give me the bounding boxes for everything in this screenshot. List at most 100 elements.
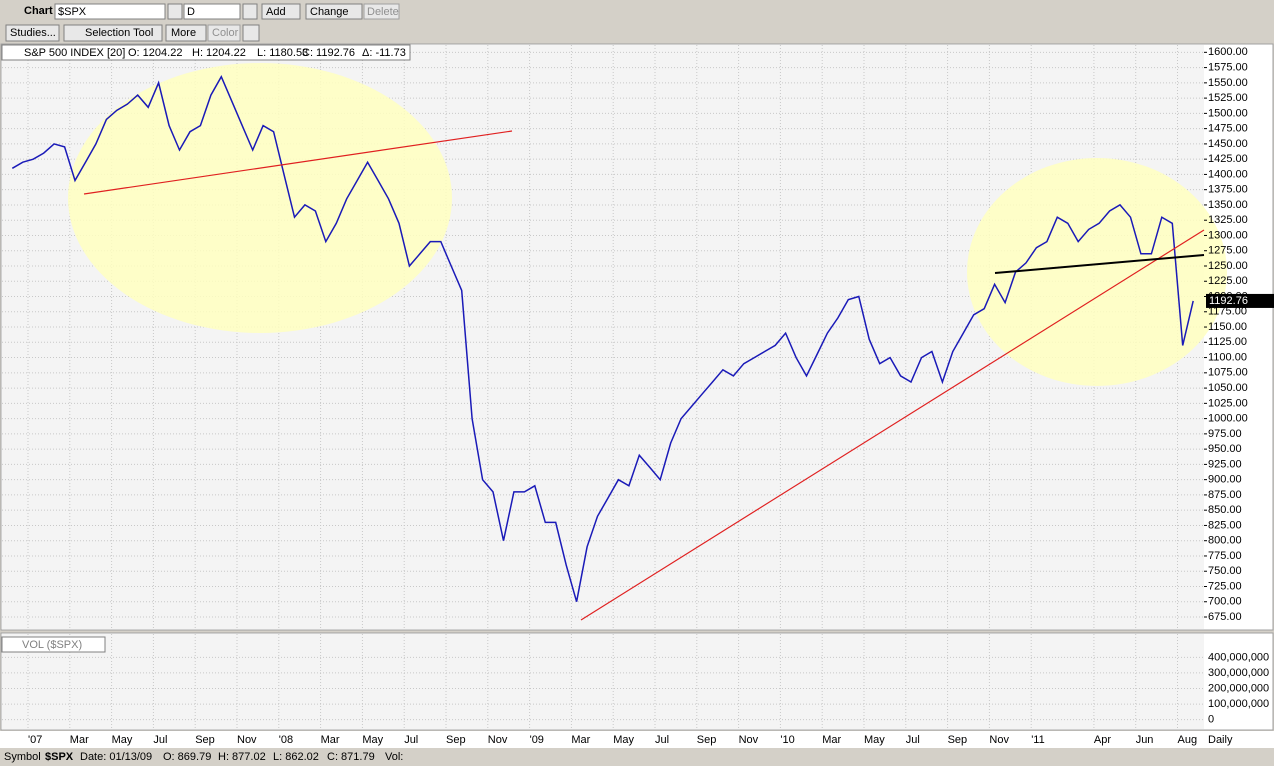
last-price-label: 1192.76 <box>1209 295 1248 307</box>
more-label[interactable]: More <box>171 27 196 39</box>
highlight-ellipse <box>967 158 1227 386</box>
x-tick-label: Aug <box>1178 734 1198 746</box>
x-tick-label: '07 <box>28 734 42 746</box>
x-tick-label: Jul <box>153 734 167 746</box>
last-price-tag <box>1206 293 1274 308</box>
y-tick-label: 775.00 <box>1208 550 1242 562</box>
volume-plot <box>2 634 1204 729</box>
y-tick-label: 1575.00 <box>1208 61 1248 73</box>
highlight-ellipse <box>68 63 452 333</box>
change-button[interactable] <box>305 3 363 20</box>
y-tick-label: 1225.00 <box>1208 275 1248 287</box>
frequency-label: Daily <box>1208 734 1233 746</box>
y-tick-label: 1250.00 <box>1208 260 1248 272</box>
y-tick-label: 1000.00 <box>1208 413 1248 425</box>
x-tick-label: Apr <box>1094 734 1111 746</box>
y-tick-label: 1450.00 <box>1208 138 1248 150</box>
x-tick-label: Jun <box>1136 734 1154 746</box>
price-line <box>11 75 1194 602</box>
y-tick-label: 1125.00 <box>1208 336 1247 348</box>
y-tick-label: 1025.00 <box>1208 397 1248 409</box>
studies-label[interactable]: Studies... <box>10 27 56 39</box>
y-tick-label: 825.00 <box>1208 519 1242 531</box>
y-tick-label: 850.00 <box>1208 504 1242 516</box>
volume-tick-label: 400,000,000 <box>1208 651 1269 663</box>
x-tick-label: Nov <box>739 734 759 746</box>
volume-tick-label: 200,000,000 <box>1208 682 1269 694</box>
y-tick-label: 1600.00 <box>1208 46 1248 58</box>
volume-legend-name: VOL ($SPX) <box>22 639 82 651</box>
search-button[interactable] <box>167 3 183 20</box>
window-title: Chart <box>24 5 53 17</box>
y-tick-label: 925.00 <box>1208 458 1242 470</box>
x-tick-label: Jul <box>906 734 920 746</box>
y-tick-label: 725.00 <box>1208 580 1242 592</box>
symbol-input[interactable]: $SPX <box>58 6 87 18</box>
x-axis-bar <box>0 731 1274 748</box>
x-tick-label: Jul <box>404 734 418 746</box>
color-label[interactable]: Color <box>212 27 239 39</box>
y-tick-label: 1150.00 <box>1208 321 1247 333</box>
x-tick-label: Nov <box>989 734 1009 746</box>
y-tick-label: 1350.00 <box>1208 199 1248 211</box>
period-input[interactable]: D <box>187 6 195 18</box>
x-tick-label: Mar <box>321 734 340 746</box>
y-tick-label: 1550.00 <box>1208 77 1248 89</box>
y-tick-label: 750.00 <box>1208 565 1242 577</box>
status-close: C: 871.79 <box>327 751 375 763</box>
legend-name: S&P 500 INDEX [20] <box>24 47 125 59</box>
status-symbol: $SPX <box>45 751 74 763</box>
x-tick-label: '10 <box>780 734 794 746</box>
change-label[interactable]: Change <box>310 6 349 18</box>
play-button[interactable] <box>242 3 258 20</box>
y-tick-label: 1425.00 <box>1208 153 1248 165</box>
x-tick-label: Nov <box>237 734 257 746</box>
y-tick-label: 675.00 <box>1208 611 1242 623</box>
legend-close: C: 1192.76 <box>302 47 355 59</box>
price-legend <box>1 44 411 61</box>
x-tick-label: Jul <box>655 734 669 746</box>
y-tick-label: 975.00 <box>1208 428 1242 440</box>
trend-line[interactable] <box>994 254 1205 274</box>
selection-tool-label[interactable]: Selection Tool <box>85 27 153 39</box>
x-tick-label: Mar <box>70 734 89 746</box>
x-tick-label: Sep <box>446 734 466 746</box>
add-button[interactable] <box>261 3 301 20</box>
legend-low: L: 1180.53 <box>257 47 308 59</box>
delete-label[interactable]: Delete <box>367 6 399 18</box>
studies-button[interactable] <box>5 24 60 42</box>
y-tick-label: 1275.00 <box>1208 245 1248 257</box>
y-tick-label: 875.00 <box>1208 489 1242 501</box>
y-tick-label: 1175.00 <box>1208 306 1247 318</box>
color-button[interactable] <box>207 24 241 42</box>
x-tick-label: May <box>362 734 383 746</box>
status-open: O: 869.79 <box>163 751 211 763</box>
y-tick-label: 1050.00 <box>1208 382 1248 394</box>
x-tick-label: '09 <box>530 734 544 746</box>
x-tick-label: Mar <box>822 734 841 746</box>
status-low: L: 862.02 <box>273 751 319 763</box>
legend-high: H: 1204.22 <box>192 47 246 59</box>
crosshair-button[interactable] <box>242 24 260 42</box>
trend-line[interactable] <box>580 229 1205 621</box>
y-tick-label: 1525.00 <box>1208 92 1248 104</box>
x-tick-label: Sep <box>948 734 968 746</box>
delete-button[interactable] <box>363 3 400 20</box>
legend-change: Δ: -11.73 <box>362 47 406 59</box>
add-label[interactable]: Add <box>266 6 286 18</box>
trend-line[interactable] <box>83 130 513 195</box>
symbol-box[interactable] <box>54 3 166 20</box>
x-tick-label: May <box>613 734 634 746</box>
y-tick-label: 1475.00 <box>1208 123 1248 135</box>
x-tick-label: May <box>864 734 885 746</box>
y-tick-label: 800.00 <box>1208 535 1242 547</box>
y-tick-label: 1100.00 <box>1208 351 1247 363</box>
more-button[interactable] <box>165 24 207 42</box>
x-tick-label: '11 <box>1031 734 1045 746</box>
period-box[interactable] <box>183 3 241 20</box>
status-label: Symbol <box>4 751 41 763</box>
x-tick-label: Nov <box>488 734 508 746</box>
selection-tool-button[interactable] <box>63 24 163 42</box>
y-tick-label: 1400.00 <box>1208 168 1248 180</box>
